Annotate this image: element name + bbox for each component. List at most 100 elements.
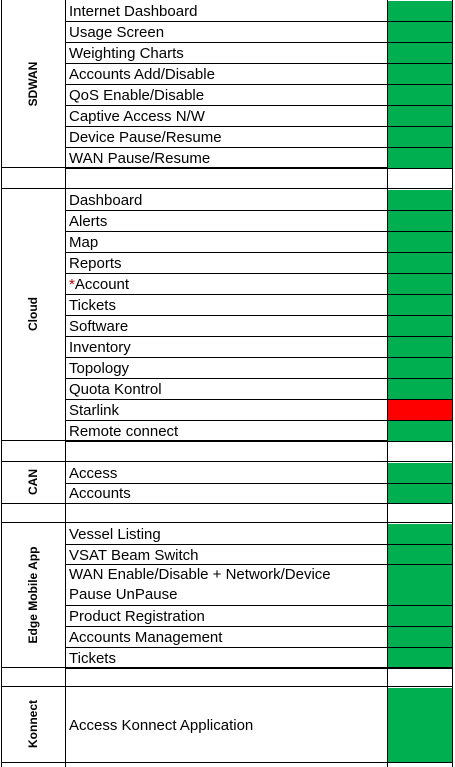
row-divider	[65, 762, 453, 763]
feature-label: Tickets	[69, 297, 116, 314]
feature-label-text: WAN Pause/Resume	[69, 150, 211, 167]
feature-label: Device Pause/Resume	[69, 129, 222, 146]
feature-label: Topology	[69, 360, 129, 377]
row-divider	[65, 273, 453, 274]
section-label-edge-mobile-app: Edge Mobile App	[26, 546, 40, 644]
feature-label-text: VSAT Beam Switch	[69, 546, 199, 564]
section-separator	[1, 461, 453, 462]
row-divider	[65, 147, 453, 148]
feature-label-text: Accounts	[69, 485, 131, 503]
status-cell	[388, 295, 452, 315]
status-cell	[388, 627, 452, 647]
feature-label-text: Remote connect	[69, 423, 179, 440]
section-label-can: CAN	[26, 469, 40, 495]
feature-label: Quota Kontrol	[69, 381, 162, 398]
section-separator	[1, 686, 453, 687]
feature-label-text: Reports	[69, 255, 122, 272]
feature-label-text: Dashboard	[69, 192, 143, 209]
feature-label-line: WAN Enable/Disable + Network/Device	[69, 566, 331, 584]
feature-label-text: Internet Dashboard	[69, 3, 198, 20]
feature-label: Product Registration	[69, 608, 205, 625]
feature-label-text: Vessel Listing	[69, 525, 161, 543]
status-cell	[388, 211, 452, 231]
grid-line-right	[452, 0, 453, 767]
grid-line-left	[1, 0, 2, 767]
feature-label-text: Accounts Add/Disable	[69, 66, 215, 83]
section-label-cloud: Cloud	[26, 297, 40, 331]
status-cell	[388, 1, 452, 21]
feature-label-text: Starlink	[69, 402, 120, 419]
row-divider	[65, 357, 453, 358]
section-label-konnect: Konnect	[26, 700, 40, 748]
feature-label-text: Topology	[69, 360, 130, 377]
feature-label: Accounts Management	[69, 629, 222, 646]
feature-label-text: Map	[69, 234, 99, 251]
status-cell	[388, 379, 452, 399]
row-divider	[65, 63, 453, 64]
feature-label: WAN Enable/Disable + Network/Device Pause…	[69, 566, 331, 603]
row-divider	[65, 252, 453, 253]
feature-label: Accounts Add/Disable	[69, 66, 215, 83]
status-cell	[388, 524, 452, 544]
status-cell	[388, 688, 452, 762]
feature-label-text: Usage Screen	[69, 24, 165, 41]
row-divider	[65, 231, 453, 232]
feature-label: Tickets	[69, 650, 116, 667]
feature-label: Usage Screen	[69, 24, 164, 41]
feature-label: Remote connect	[69, 423, 178, 440]
status-cell	[388, 85, 452, 105]
status-cell	[388, 358, 452, 378]
feature-label: Access	[69, 465, 117, 482]
feature-label-text: Access Konnect Application	[69, 717, 254, 734]
row-divider	[65, 647, 453, 648]
section-separator	[1, 667, 453, 668]
row-divider	[65, 126, 453, 127]
status-cell	[388, 606, 452, 627]
feature-label: Starlink	[69, 402, 119, 419]
feature-label-text: Tickets	[69, 649, 116, 667]
feature-label-text: Weighting Charts	[69, 45, 184, 62]
status-cell	[388, 483, 452, 503]
feature-label-text: Product Registration	[69, 608, 205, 626]
feature-label: WAN Pause/Resume	[69, 150, 210, 167]
status-cell	[388, 148, 452, 168]
feature-label-text: Quota Kontrol	[69, 381, 162, 398]
row-divider	[65, 84, 453, 85]
row-divider	[65, 399, 453, 400]
feature-label: VSAT Beam Switch	[69, 547, 199, 564]
feature-label: Vessel Listing	[69, 526, 161, 543]
row-divider	[65, 544, 453, 545]
row-divider	[65, 42, 453, 43]
feature-label-text: Alerts	[69, 213, 108, 230]
required-marker: *	[69, 276, 75, 293]
feature-label-text: Access	[69, 464, 118, 482]
feature-label-text: Account	[74, 276, 130, 293]
row-divider	[65, 21, 453, 22]
feature-label-text: Accounts Management	[69, 628, 223, 646]
row-divider	[65, 441, 453, 442]
status-cell	[388, 127, 452, 147]
row-divider	[65, 168, 453, 169]
status-cell	[388, 316, 452, 336]
feature-label: QoS Enable/Disable	[69, 87, 204, 104]
row-divider	[65, 626, 453, 627]
status-cell	[388, 253, 452, 273]
row-divider	[65, 605, 453, 606]
row-divider	[65, 483, 453, 484]
feature-label-text: Tickets	[69, 297, 116, 314]
feature-label-text: QoS Enable/Disable	[69, 87, 205, 104]
section-separator	[1, 167, 453, 168]
row-divider	[65, 105, 453, 106]
row-divider	[65, 668, 453, 669]
feature-label: Internet Dashboard	[69, 3, 197, 20]
status-cell	[388, 400, 452, 420]
feature-label-text: Captive Access N/W	[69, 108, 205, 125]
section-separator	[1, 440, 453, 441]
section-separator	[1, 188, 453, 189]
status-cell	[388, 106, 452, 126]
feature-label-text: Device Pause/Resume	[69, 129, 222, 146]
status-cell	[388, 647, 452, 668]
status-cell	[388, 565, 452, 606]
feature-label: Reports	[69, 255, 122, 272]
